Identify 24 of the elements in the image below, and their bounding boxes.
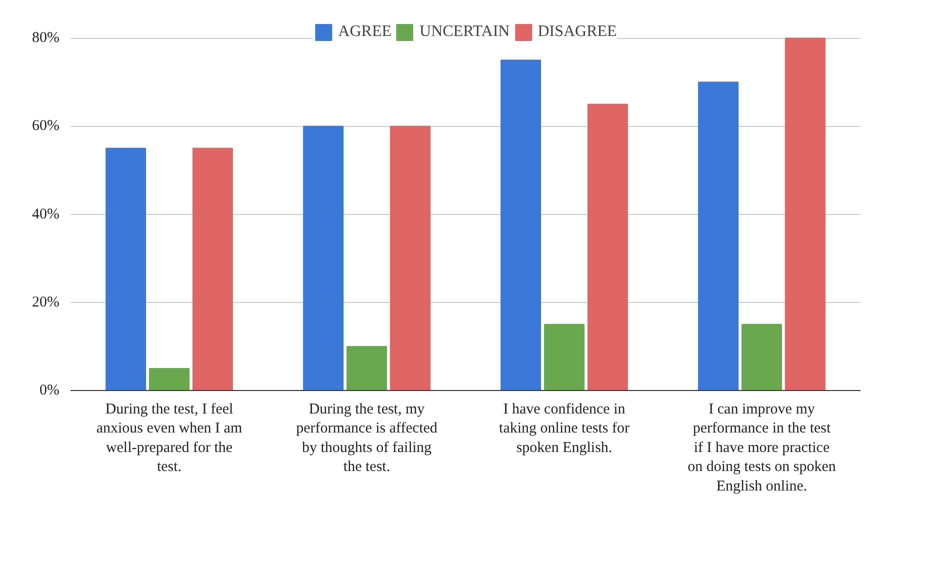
bar	[587, 104, 628, 390]
bar	[303, 126, 344, 390]
x-tick-label: I have confidence in taking online tests for spoken English.	[499, 402, 630, 456]
bar	[149, 368, 190, 390]
legend-label: AGREE	[338, 23, 392, 41]
bar	[192, 148, 233, 390]
bar	[742, 324, 782, 390]
x-tick-label: During the test, I feel anxious even when I am well-prepared for the test.	[96, 402, 242, 476]
y-tick-label: 60%	[32, 118, 60, 134]
y-tick-label: 20%	[32, 294, 60, 310]
bar	[784, 38, 826, 390]
y-tick-label: 0%	[40, 382, 60, 398]
y-tick-label: 80%	[32, 30, 60, 46]
bar	[106, 148, 146, 390]
bar	[390, 126, 430, 390]
legend-label: DISAGREE	[538, 23, 617, 41]
bar	[500, 60, 542, 390]
y-tick-label: 40%	[32, 206, 60, 222]
bar	[346, 346, 387, 390]
bar	[544, 324, 584, 390]
x-tick-label: I can improve my performance in the test if I have more practice on doing tests on spoken English online.	[688, 402, 836, 494]
legend-label: UNCERTAIN	[420, 23, 510, 41]
bar	[698, 82, 739, 390]
x-tick-label: During the test, my performance is affected by thoughts of failing the test.	[296, 402, 438, 476]
